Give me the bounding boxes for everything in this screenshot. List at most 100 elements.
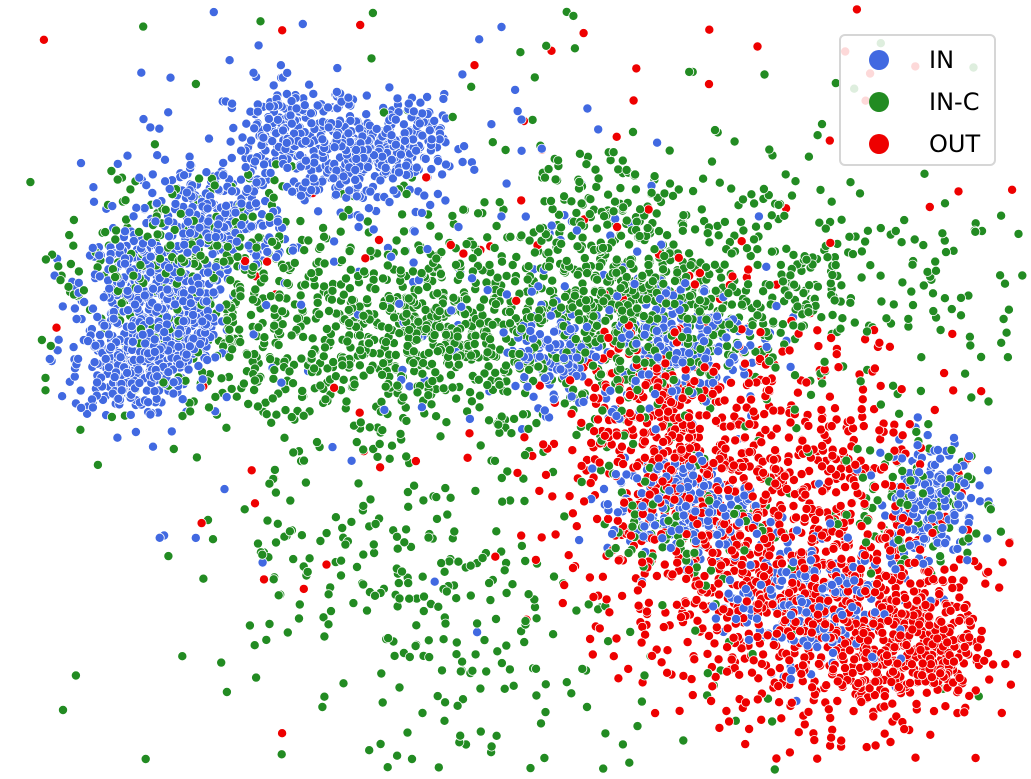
point-out bbox=[277, 728, 288, 739]
point-in-c bbox=[268, 192, 279, 203]
point-in bbox=[147, 187, 158, 198]
point-in-c bbox=[234, 324, 245, 335]
point-out bbox=[662, 645, 673, 656]
point-in-c bbox=[426, 358, 437, 369]
point-in-c bbox=[398, 226, 409, 237]
point-in-c bbox=[935, 551, 946, 562]
point-in-c bbox=[876, 296, 887, 307]
point-out bbox=[879, 691, 890, 702]
point-out bbox=[743, 378, 754, 389]
point-in-c bbox=[338, 289, 349, 300]
point-in bbox=[332, 63, 343, 74]
point-in-c bbox=[262, 515, 273, 526]
point-out bbox=[721, 706, 732, 717]
point-in-c bbox=[472, 618, 483, 629]
point-in-c bbox=[307, 333, 318, 344]
point-out bbox=[534, 380, 545, 391]
point-in bbox=[193, 360, 204, 371]
point-out bbox=[885, 737, 896, 748]
point-in-c bbox=[429, 330, 440, 341]
point-in-c bbox=[368, 539, 379, 550]
point-out bbox=[246, 465, 257, 476]
point-in-c bbox=[752, 244, 763, 255]
point-in-c bbox=[918, 240, 929, 251]
point-in-c bbox=[930, 256, 941, 267]
point-in bbox=[139, 203, 150, 214]
point-in-c bbox=[358, 500, 369, 511]
point-in-c bbox=[286, 412, 297, 423]
point-in-c bbox=[216, 657, 227, 668]
point-in bbox=[184, 151, 195, 162]
point-in-c bbox=[516, 540, 527, 551]
point-out bbox=[760, 424, 771, 435]
point-in-c bbox=[1013, 228, 1024, 239]
point-out bbox=[851, 4, 862, 15]
point-in bbox=[57, 301, 68, 312]
point-out bbox=[826, 332, 837, 343]
point-out bbox=[743, 264, 754, 275]
point-in-c bbox=[106, 411, 117, 422]
point-in-c bbox=[746, 189, 757, 200]
point-in bbox=[501, 178, 512, 189]
point-in-c bbox=[212, 240, 223, 251]
point-in-c bbox=[431, 411, 442, 422]
point-out bbox=[874, 337, 885, 348]
point-in bbox=[792, 525, 803, 536]
point-in-c bbox=[559, 511, 570, 522]
point-out bbox=[707, 681, 718, 692]
point-in-c bbox=[282, 278, 293, 289]
point-in-c bbox=[998, 313, 1009, 324]
point-out bbox=[788, 474, 799, 485]
point-in bbox=[94, 250, 105, 261]
point-in bbox=[104, 255, 115, 266]
point-in-c bbox=[279, 432, 290, 443]
point-in-c bbox=[696, 204, 707, 215]
point-in-c bbox=[392, 750, 403, 761]
point-in-c bbox=[409, 480, 420, 491]
point-in bbox=[516, 145, 527, 156]
point-in-c bbox=[591, 223, 602, 234]
point-out bbox=[592, 514, 603, 525]
point-in-c bbox=[571, 429, 582, 440]
point-in-c bbox=[527, 114, 538, 125]
point-in-c bbox=[519, 637, 530, 648]
point-in-c bbox=[519, 495, 530, 506]
point-out bbox=[766, 667, 777, 678]
point-in-c bbox=[210, 391, 221, 402]
point-in-c bbox=[92, 459, 103, 470]
point-in-c bbox=[531, 418, 542, 429]
point-in-c bbox=[628, 127, 639, 138]
point-in-c bbox=[336, 555, 347, 566]
point-in-c bbox=[369, 548, 380, 559]
point-in-c bbox=[317, 702, 328, 713]
point-in-c bbox=[140, 754, 151, 765]
point-in-c bbox=[40, 372, 51, 383]
point-in-c bbox=[719, 259, 730, 270]
point-out bbox=[735, 530, 746, 541]
point-in bbox=[875, 447, 886, 458]
point-in-c bbox=[837, 313, 848, 324]
point-in bbox=[253, 40, 264, 51]
point-in-c bbox=[624, 239, 635, 250]
point-in-c bbox=[1002, 352, 1013, 363]
point-in-c bbox=[540, 707, 551, 718]
point-in bbox=[472, 627, 483, 638]
point-in-c bbox=[284, 526, 295, 537]
point-in-c bbox=[431, 513, 442, 524]
point-in-c bbox=[909, 234, 920, 245]
point-in-c bbox=[481, 666, 492, 677]
point-out bbox=[759, 409, 770, 420]
point-out bbox=[954, 592, 965, 603]
point-in-c bbox=[789, 279, 800, 290]
point-in bbox=[69, 371, 80, 382]
point-in-c bbox=[154, 253, 165, 264]
point-in-c bbox=[906, 286, 917, 297]
point-in-c bbox=[252, 538, 263, 549]
point-out bbox=[51, 322, 62, 333]
point-in-c bbox=[444, 556, 455, 567]
point-out bbox=[277, 25, 288, 36]
point-in bbox=[975, 496, 986, 507]
point-in-c bbox=[403, 578, 414, 589]
point-in bbox=[138, 114, 149, 125]
point-in-c bbox=[529, 247, 540, 258]
